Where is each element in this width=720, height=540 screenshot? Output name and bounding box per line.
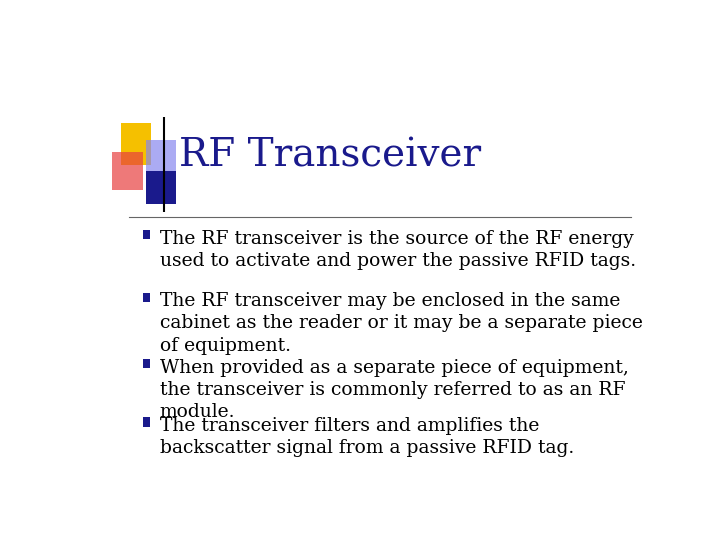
Bar [145,140,176,177]
Bar [121,123,151,165]
Text: RF Transceiver: RF Transceiver [179,138,482,175]
Bar [112,152,143,190]
Text: The transceiver filters and amplifies the
backscatter signal from a passive RFID: The transceiver filters and amplifies th… [160,417,574,457]
Bar [145,171,176,204]
Text: The RF transceiver may be enclosed in the same
cabinet as the reader or it may b: The RF transceiver may be enclosed in th… [160,292,643,355]
Text: When provided as a separate piece of equipment,
the transceiver is commonly refe: When provided as a separate piece of equ… [160,359,629,421]
Bar [143,359,150,368]
Bar [143,230,150,239]
Text: The RF transceiver is the source of the RF energy
used to activate and power the: The RF transceiver is the source of the … [160,230,636,270]
Bar [143,417,150,427]
Bar [143,293,150,302]
